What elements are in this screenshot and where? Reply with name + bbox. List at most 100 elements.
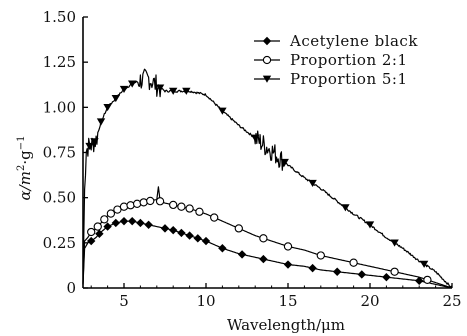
legend-item: Proportion 5:1	[254, 70, 408, 88]
y-axis: 0 0.25 0.50 0.75 1.00 1.25 1.50	[43, 8, 88, 297]
legend-marker	[262, 36, 272, 46]
data-point	[195, 207, 204, 216]
data-point	[251, 134, 260, 142]
series-layer	[82, 68, 453, 289]
data-point	[182, 87, 191, 95]
data-point	[218, 244, 227, 253]
series-line	[82, 220, 453, 289]
data-point	[349, 258, 358, 267]
data-point	[90, 138, 99, 146]
data-point	[341, 204, 350, 212]
y-axis-title: α/m2·g−1	[16, 136, 34, 201]
data-point	[146, 196, 155, 206]
data-point	[283, 260, 293, 269]
data-point	[259, 254, 268, 264]
y-tick-label: 0	[66, 279, 76, 297]
series-1	[82, 216, 453, 289]
series-3	[82, 68, 453, 289]
data-point	[96, 118, 106, 126]
data-point	[390, 267, 399, 276]
y-tick-label: 0.25	[43, 234, 76, 252]
data-point	[85, 142, 94, 150]
data-point	[185, 204, 194, 213]
data-point	[280, 158, 289, 167]
data-point	[119, 85, 129, 94]
data-point	[177, 202, 186, 211]
data-point	[132, 199, 142, 208]
legend-label: Proportion 2:1	[290, 51, 408, 69]
data-point	[423, 275, 432, 285]
data-point	[169, 225, 178, 235]
data-point	[357, 270, 366, 279]
data-point	[333, 267, 342, 276]
legend-item: Proportion 2:1	[254, 51, 408, 69]
data-point	[111, 94, 120, 103]
data-point	[126, 201, 135, 210]
data-point	[218, 107, 227, 115]
data-point	[308, 263, 317, 273]
y-tick-label: 1.25	[43, 53, 76, 71]
series-2	[82, 186, 453, 289]
data-point	[185, 231, 194, 240]
legend-label: Proportion 5:1	[290, 70, 408, 88]
data-point	[128, 80, 137, 88]
y-axis-title-part: ·g	[16, 150, 34, 165]
data-point	[283, 242, 293, 251]
x-tick-label: 20	[360, 292, 379, 310]
legend-item: Acetylene black	[254, 32, 418, 50]
data-point	[415, 276, 424, 285]
data-point	[365, 221, 375, 229]
y-tick-label: 0.75	[43, 144, 76, 162]
data-point	[95, 229, 104, 238]
y-tick-label: 0.50	[43, 189, 76, 207]
legend-marker	[262, 75, 272, 83]
data-point	[382, 272, 391, 282]
data-point	[234, 224, 243, 233]
data-point	[155, 84, 165, 92]
data-point	[119, 216, 129, 226]
x-tick-label: 25	[442, 292, 461, 310]
data-point	[119, 202, 129, 211]
data-point	[201, 236, 211, 246]
data-point	[169, 87, 178, 95]
y-axis-title-sup: −1	[16, 136, 27, 151]
data-point	[259, 234, 268, 243]
y-axis-title-part: α/m	[16, 171, 34, 200]
x-axis: 5 10 15 20 25	[90, 283, 462, 310]
data-point	[390, 239, 399, 247]
data-point	[93, 222, 102, 231]
y-tick-label: 1.50	[43, 8, 76, 26]
data-point	[160, 224, 170, 233]
data-point	[237, 250, 247, 259]
y-tick-label: 1.00	[43, 98, 76, 116]
data-point	[136, 218, 145, 228]
data-point	[87, 236, 96, 246]
data-point	[177, 228, 186, 238]
x-tick-label: 15	[278, 292, 297, 310]
series-line	[82, 68, 453, 289]
x-tick-label: 5	[119, 292, 129, 310]
data-point	[210, 213, 219, 222]
data-point	[193, 234, 202, 243]
data-point	[308, 179, 317, 187]
data-point	[87, 227, 96, 237]
data-point	[103, 222, 112, 231]
data-point	[103, 103, 112, 112]
data-point	[316, 251, 325, 260]
x-axis-title: Wavelength/μm	[227, 316, 345, 334]
data-point	[139, 198, 148, 207]
data-point	[155, 197, 165, 206]
legend-marker	[262, 55, 272, 65]
data-point	[419, 260, 429, 268]
y-axis-title-sup: 2	[16, 165, 27, 171]
legend-label: Acetylene black	[289, 32, 418, 50]
data-point	[106, 209, 116, 218]
data-point	[169, 200, 178, 210]
data-point	[111, 218, 120, 228]
data-point	[100, 215, 109, 224]
data-point	[128, 216, 137, 226]
data-point	[144, 220, 153, 229]
x-tick-label: 10	[196, 292, 215, 310]
